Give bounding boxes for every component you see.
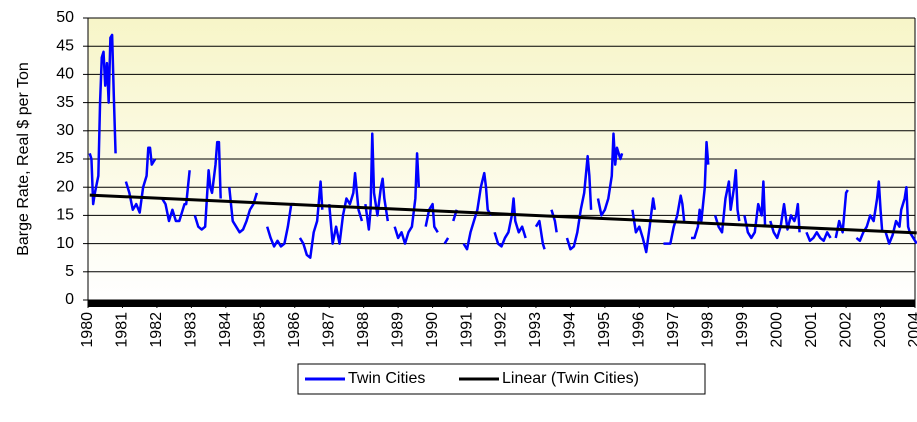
x-tick-label: 1991 — [458, 312, 475, 348]
y-tick-label: 40 — [56, 66, 74, 83]
y-tick-label: 25 — [56, 150, 74, 167]
y-tick-label: 45 — [56, 37, 74, 54]
legend-label: Twin Cities — [348, 370, 425, 387]
x-tick-label: 1987 — [320, 312, 337, 348]
x-tick-label: 2004 — [906, 312, 917, 348]
y-tick-label: 20 — [56, 178, 74, 195]
y-tick-label: 5 — [65, 263, 74, 280]
series-line — [88, 33, 917, 259]
x-tick-label: 1984 — [217, 312, 234, 348]
x-tick-label: 1985 — [252, 312, 269, 348]
y-tick-label: 50 — [56, 9, 74, 26]
x-tick-label: 1990 — [424, 312, 441, 348]
x-tick-label: 1998 — [699, 312, 716, 348]
x-tick-label: 1997 — [665, 312, 682, 348]
x-tick-label: 1995 — [596, 312, 613, 348]
x-tick-label: 1989 — [389, 312, 406, 348]
series-line — [89, 193, 917, 235]
x-tick-label: 1996 — [631, 312, 648, 348]
legend — [297, 363, 706, 395]
x-tick-label: 1986 — [286, 312, 303, 348]
x-tick-label: 1992 — [493, 312, 510, 348]
y-tick-label: 35 — [56, 94, 74, 111]
x-tick-label: 1999 — [734, 312, 751, 348]
x-tick-label: 1980 — [79, 312, 96, 348]
y-tick-label: 30 — [56, 122, 74, 139]
x-tick-label: 1982 — [148, 312, 165, 348]
y-tick-label: 15 — [56, 207, 74, 224]
legend-label: Linear (Twin Cities) — [502, 370, 639, 387]
x-tick-label: 1981 — [114, 312, 131, 348]
y-axis-title: Barge Rate, Real $ per Ton — [15, 62, 32, 256]
x-tick-label: 1993 — [527, 312, 544, 348]
y-tick-label: 0 — [65, 291, 74, 308]
x-tick-label: 1983 — [183, 312, 200, 348]
y-tick-label: 10 — [56, 235, 74, 252]
x-tick-label: 2003 — [872, 312, 889, 348]
x-tick-label: 1988 — [355, 312, 372, 348]
x-tick-label: 1994 — [562, 312, 579, 348]
x-tick-label: 2001 — [803, 312, 820, 348]
x-tick-label: 2000 — [768, 312, 785, 348]
x-tick-label: 2002 — [837, 312, 854, 348]
